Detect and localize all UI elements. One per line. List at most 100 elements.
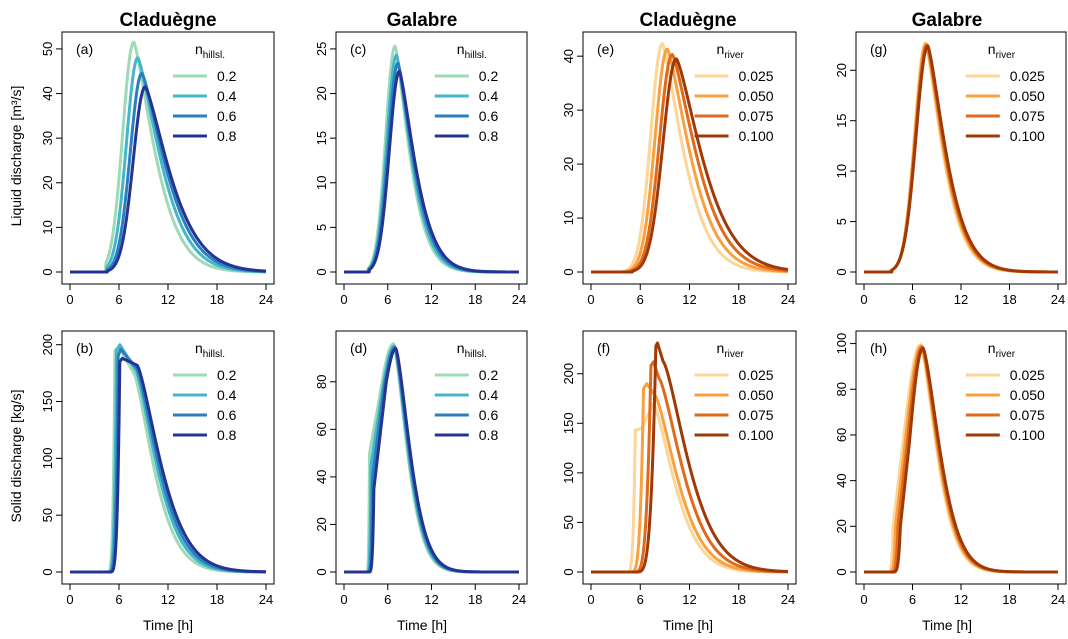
column-title-3: Claduègne <box>639 10 736 31</box>
x-tick-label: 0 <box>340 592 347 607</box>
y-tick-label: 50 <box>40 42 55 56</box>
legend-label-0.075: 0.075 <box>1010 108 1045 124</box>
y-axis-titles: Liquid discharge [m³/s] Solid discharge … <box>8 86 24 523</box>
y-tick-label: 10 <box>40 220 55 234</box>
x-tick-label: 0 <box>66 592 73 607</box>
panel-f: 0 6 12 18 24 0 50 100 150 200 (f) nriver 0.025 0.050 0… <box>561 330 797 607</box>
legend-label-0.050: 0.050 <box>739 387 774 403</box>
x-tick-label: 0 <box>340 292 347 307</box>
y-tick-label: 40 <box>834 473 849 487</box>
legend-label-0.4: 0.4 <box>217 387 237 403</box>
x-tick-label: 12 <box>161 292 175 307</box>
panel-b: 0 6 12 18 24 0 50 100 150 200 (b) nhillsl. 0.2 0.4 0.6… <box>40 330 275 607</box>
y-tick-label: 150 <box>40 391 55 413</box>
x-tick-label: 0 <box>860 592 867 607</box>
legend-label-0.6: 0.6 <box>217 407 237 423</box>
y-tick-label: 150 <box>561 412 576 434</box>
legend-title: nriver <box>988 340 1016 360</box>
legend-label-0.4: 0.4 <box>217 88 237 104</box>
panel-g: 0 6 12 18 24 0 5 10 15 20 (g) nriver 0.025 0.050 0.075… <box>834 31 1067 307</box>
y-tick-label: 20 <box>834 519 849 533</box>
x-tick-label: 6 <box>637 292 644 307</box>
x-tick-label: 6 <box>909 592 916 607</box>
panel-c: 0 6 12 18 24 0 5 10 15 20 25 (c) nhillsl. 0.2 0.4 0.6 0.… <box>314 31 528 307</box>
x-tick-label: 18 <box>732 292 746 307</box>
y-tick-label: 0 <box>40 568 55 575</box>
x-tick-label: 24 <box>512 292 526 307</box>
y-tick-label: 0 <box>834 268 849 275</box>
legend-label-0.8: 0.8 <box>217 128 237 144</box>
x-tick-label: 12 <box>954 292 968 307</box>
y-tick-label: 200 <box>40 334 55 356</box>
legend-title: nriver <box>717 41 745 61</box>
legend-label-0.2: 0.2 <box>217 367 237 383</box>
x-tick-label: 12 <box>161 592 175 607</box>
y-tick-label: 30 <box>40 131 55 145</box>
x-tick-label: 0 <box>587 592 594 607</box>
legend-label-0.050: 0.050 <box>739 88 774 104</box>
panel-e: 0 6 12 18 24 0 10 20 30 40 (e) nriver 0.025 0.050 0.07… <box>561 31 797 307</box>
x-tick-label: 24 <box>259 292 273 307</box>
legend-label-0.100: 0.100 <box>739 128 774 144</box>
panel-h: 0 6 12 18 24 0 20 40 60 80 100 (h) nriver 0.025 0.050 0… <box>834 330 1067 607</box>
column-title-4: Galabre <box>912 10 983 31</box>
series-line-0.8 <box>342 347 521 574</box>
x-tick-label: 18 <box>468 292 482 307</box>
y-tick-label: 10 <box>561 211 576 225</box>
legend-label-0.2: 0.2 <box>217 68 237 84</box>
series-line-0.8 <box>68 85 268 274</box>
legend-label-0.075: 0.075 <box>739 108 774 124</box>
y-tick-label: 40 <box>561 49 576 63</box>
y-tick-label: 0 <box>834 568 849 575</box>
legend-label-0.8: 0.8 <box>479 427 499 443</box>
series-line-0.100 <box>862 346 1060 574</box>
y-axis-title-top: Liquid discharge [m³/s] <box>8 86 24 227</box>
x-tick-label: 12 <box>682 592 696 607</box>
panel-letter: (h) <box>870 340 887 356</box>
legend-label-0.8: 0.8 <box>217 427 237 443</box>
legend-label-0.100: 0.100 <box>1010 427 1045 443</box>
legend-title: nriver <box>717 340 745 360</box>
x-tick-label: 6 <box>384 292 391 307</box>
y-tick-label: 100 <box>561 462 576 484</box>
y-tick-label: 0 <box>314 268 329 275</box>
legend-label-0.025: 0.025 <box>739 68 774 84</box>
series-line-0.8 <box>342 69 521 274</box>
y-tick-label: 5 <box>314 224 329 231</box>
legend-title: nhillsl. <box>195 41 225 61</box>
series-line-0.100 <box>589 57 790 274</box>
y-tick-label: 0 <box>40 268 55 275</box>
legend-label-0.075: 0.075 <box>739 407 774 423</box>
x-tick-label: 0 <box>860 292 867 307</box>
legend-label-0.075: 0.075 <box>1010 407 1045 423</box>
y-tick-label: 20 <box>834 63 849 77</box>
y-tick-label: 50 <box>40 508 55 522</box>
panel-d: 0 6 12 18 24 0 20 40 60 80 (d) nhillsl. 0.2 0.4 0.6 0.8 <box>314 330 528 607</box>
y-tick-label: 60 <box>834 428 849 442</box>
column-titles: Claduègne Galabre Claduègne Galabre <box>119 10 982 31</box>
y-tick-label: 100 <box>40 447 55 469</box>
column-title-2: Galabre <box>387 10 458 31</box>
y-axis-title-bottom: Solid discharge [kg/s] <box>8 389 24 522</box>
x-tick-label: 24 <box>512 592 526 607</box>
y-tick-label: 100 <box>834 333 849 355</box>
y-tick-label: 10 <box>314 176 329 190</box>
y-tick-label: 25 <box>314 42 329 56</box>
x-tick-label: 24 <box>781 292 795 307</box>
x-axis-titles: Time [h] Time [h] Time [h] Time [h] <box>143 617 972 633</box>
y-tick-label: 20 <box>561 157 576 171</box>
legend-label-0.8: 0.8 <box>479 128 499 144</box>
legend-title: nhillsl. <box>457 340 487 360</box>
y-tick-label: 0 <box>314 568 329 575</box>
y-tick-label: 80 <box>314 375 329 389</box>
y-tick-label: 30 <box>561 103 576 117</box>
x-tick-label: 12 <box>954 592 968 607</box>
x-tick-label: 0 <box>66 292 73 307</box>
y-tick-label: 60 <box>314 422 329 436</box>
legend-label-0.6: 0.6 <box>479 407 499 423</box>
column-title-1: Claduègne <box>119 10 216 31</box>
x-tick-label: 6 <box>115 292 122 307</box>
legend-label-0.100: 0.100 <box>1010 128 1045 144</box>
